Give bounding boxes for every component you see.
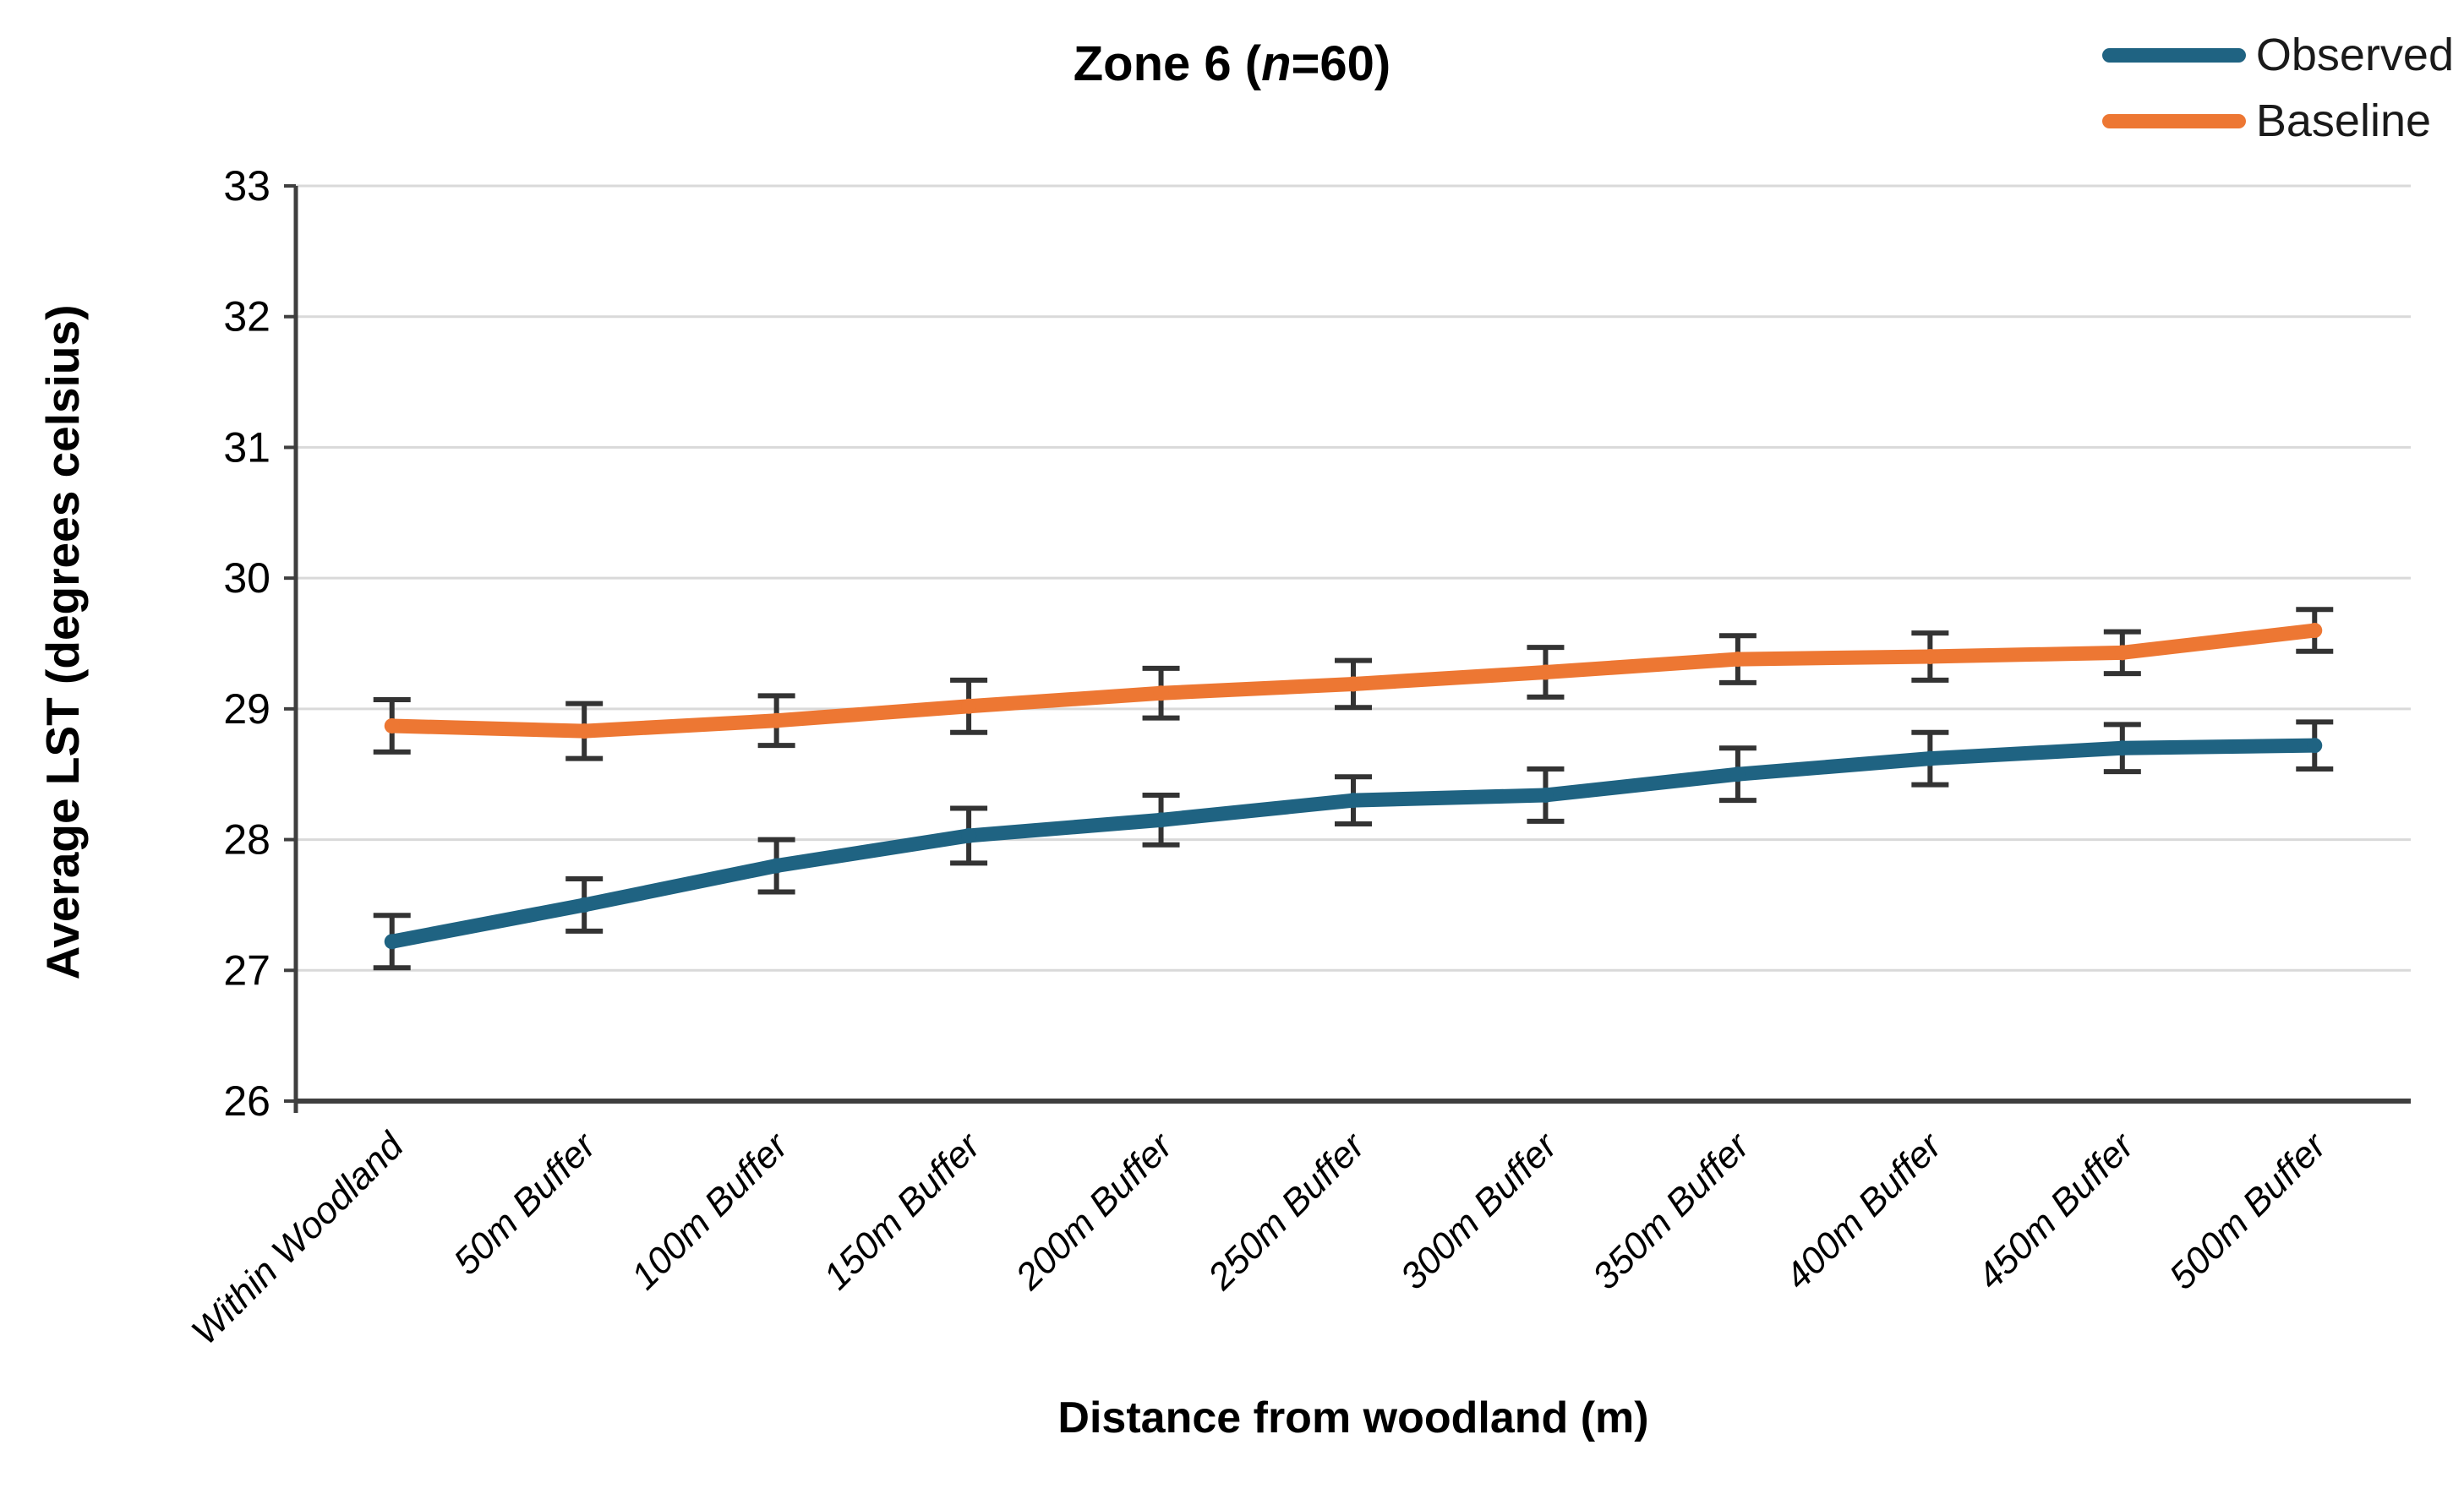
legend: Observed Baseline <box>2101 30 2454 146</box>
observed-point <box>1922 750 1938 766</box>
baseline-point <box>2114 645 2130 661</box>
x-tick-label: 500m Buffer <box>2161 1124 2336 1298</box>
x-tick-label: 100m Buffer <box>624 1124 798 1298</box>
chart-title-n: n <box>1261 36 1292 91</box>
y-tick-label: 29 <box>223 685 270 733</box>
baseline-point <box>576 723 593 739</box>
baseline-point <box>961 698 977 714</box>
y-axis-title: Average LST (degrees celsius) <box>36 304 89 980</box>
observed-point <box>1729 766 1746 782</box>
x-tick-label: 200m Buffer <box>1008 1124 1182 1298</box>
observed-point <box>1346 793 1361 809</box>
observed-point <box>2114 740 2130 756</box>
legend-label-observed: Observed <box>2255 30 2454 80</box>
y-tick-label: 27 <box>223 946 270 994</box>
baseline-line-swatch <box>2101 113 2246 128</box>
observed-series <box>384 738 2323 950</box>
x-axis-labels: Within Woodland 50m Buffer 100m Buffer 150m… <box>183 1124 2336 1353</box>
baseline-point <box>1346 676 1361 692</box>
x-tick-label: 250m Buffer <box>1199 1124 1374 1298</box>
y-tick-label: 26 <box>223 1077 270 1125</box>
y-tick-label: 31 <box>223 423 270 471</box>
x-axis-title: Distance from woodland (m) <box>1057 1393 1649 1442</box>
x-tick-label: 450m Buffer <box>1970 1124 2144 1298</box>
legend-item-baseline: Baseline <box>2101 95 2454 146</box>
y-tick-label: 28 <box>223 816 270 864</box>
y-axis: 26 27 28 29 30 31 32 33 <box>223 162 296 1125</box>
chart-title: Zone 6 (n=60) <box>0 35 2464 92</box>
y-tick-label: 33 <box>223 162 270 210</box>
observed-point <box>961 827 977 843</box>
y-tick-label: 32 <box>223 293 270 341</box>
baseline-point <box>1153 685 1169 701</box>
observed-point <box>1538 787 1554 803</box>
x-tick-label: 50m Buffer <box>445 1124 604 1283</box>
baseline-point <box>768 712 784 728</box>
y-tick-label: 30 <box>223 554 270 602</box>
observed-point <box>576 897 593 913</box>
x-tick-label: 150m Buffer <box>816 1124 990 1298</box>
baseline-point <box>1538 664 1554 680</box>
legend-item-observed: Observed <box>2101 30 2454 80</box>
chart-title-prefix: Zone 6 ( <box>1073 36 1262 91</box>
baseline-series <box>384 623 2323 739</box>
baseline-point <box>1922 648 1938 664</box>
observed-point <box>2307 738 2323 754</box>
x-tick-label: 400m Buffer <box>1777 1124 1951 1298</box>
baseline-point <box>1729 652 1746 668</box>
observed-point <box>768 858 784 874</box>
baseline-point <box>384 717 400 733</box>
x-tick-label: 300m Buffer <box>1392 1124 1566 1298</box>
x-tick-label: Within Woodland <box>183 1124 412 1353</box>
observed-point <box>384 934 400 950</box>
observed-point <box>1153 812 1169 828</box>
legend-label-baseline: Baseline <box>2255 95 2432 146</box>
x-tick-label: 350m Buffer <box>1585 1124 1759 1298</box>
observed-line-swatch <box>2101 47 2246 63</box>
baseline-point <box>2307 623 2323 639</box>
gridlines <box>296 184 2411 972</box>
chart-title-suffix: =60) <box>1291 36 1391 91</box>
